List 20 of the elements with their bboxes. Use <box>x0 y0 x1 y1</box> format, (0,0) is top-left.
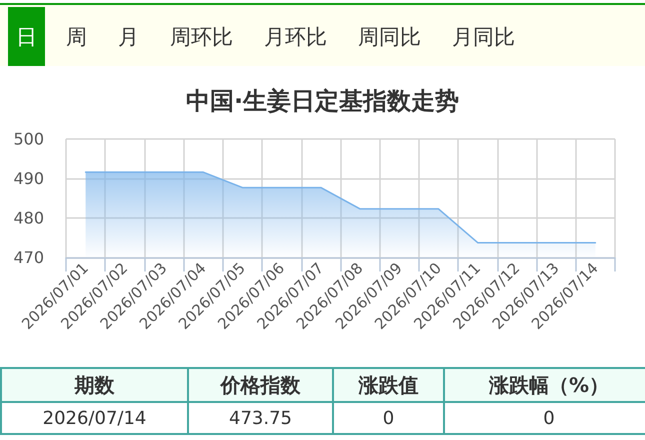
tab[interactable]: 月 <box>110 7 147 66</box>
y-tick-label: 480 <box>13 208 44 228</box>
chart-title: 中国·生姜日定基指数走势 <box>186 87 460 115</box>
y-tick-label: 500 <box>13 130 44 148</box>
tab[interactable]: 月同比 <box>444 7 523 66</box>
text: 涨跌值 <box>333 368 444 402</box>
tab[interactable]: 周 <box>58 7 95 66</box>
y-tick-label: 490 <box>13 169 44 188</box>
text: 涨跌幅（%） <box>444 368 645 402</box>
text: 2026/07/14 <box>1 402 188 434</box>
y-tick-label: 470 <box>13 248 44 267</box>
text: 0 <box>444 402 645 434</box>
tab[interactable]: 周同比 <box>350 7 429 66</box>
text: 价格指数 <box>188 368 333 402</box>
tab[interactable]: 日 <box>8 7 45 66</box>
tab[interactable]: 周环比 <box>162 7 241 66</box>
text: 期数 <box>1 368 188 402</box>
tab[interactable]: 月环比 <box>256 7 335 66</box>
text: 473.75 <box>188 402 333 434</box>
text: 0 <box>333 402 444 434</box>
